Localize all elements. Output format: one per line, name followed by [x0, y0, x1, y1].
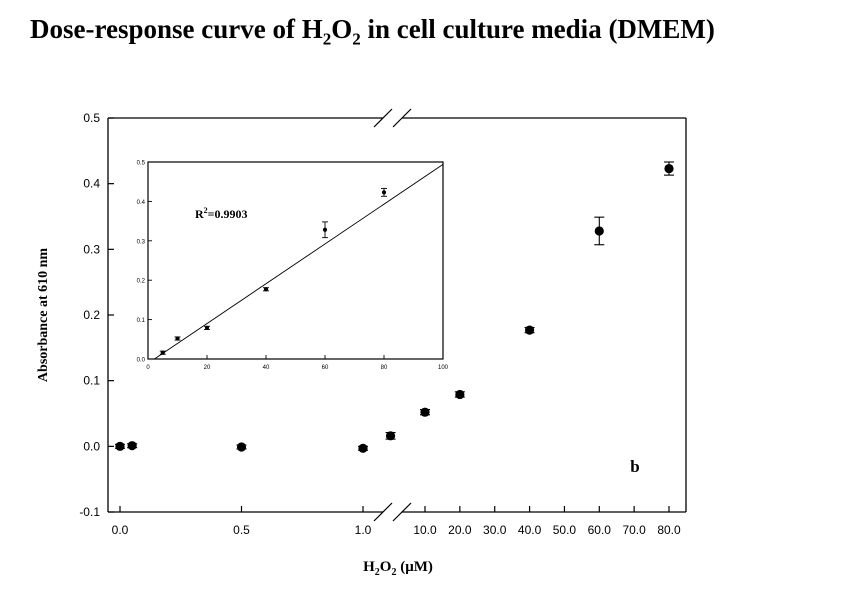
inset-y-tick-label: 0.2 [137, 279, 146, 285]
inset-data-point [263, 287, 269, 292]
inset-y-tick-label: 0.5 [137, 161, 146, 167]
x-axis-label: H2O2 (μM) [363, 559, 433, 578]
y-axis-label: Absorbance at 610 nm [36, 248, 51, 383]
inset-fit-line [154, 163, 444, 360]
axis-break-bottom [373, 502, 412, 522]
inset-axes: 0.0 0.1 0.2 0.3 0.4 0.5 0 20 40 60 80 100 [137, 161, 449, 372]
data-point [127, 441, 137, 451]
inset-data-point [204, 325, 210, 330]
panel-label: b [630, 457, 639, 476]
x-tick-label: 30.0 [483, 523, 507, 537]
data-point [594, 226, 604, 236]
x-tick-label: 1.0 [355, 523, 372, 537]
data-point [115, 441, 125, 451]
data-point [524, 325, 535, 335]
x-tick-label: 70.0 [622, 523, 646, 537]
inset-x-tick-label: 40 [263, 365, 270, 371]
inset-x-tick-label: 60 [322, 365, 329, 371]
inset-y-tick-label: 0.3 [137, 239, 146, 245]
data-point [420, 407, 430, 417]
y-tick-label: 0.5 [83, 111, 100, 125]
inset-x-tick-label: 80 [381, 365, 388, 371]
inset-plot-frame [147, 161, 444, 360]
y-tick-label: 0.3 [83, 242, 100, 256]
x-tick-label: 50.0 [553, 523, 577, 537]
y-tick-label: 0.4 [83, 177, 100, 191]
data-point [236, 442, 247, 452]
x-tick-label: 80.0 [657, 523, 681, 537]
inset-y-tick-label: 0.0 [137, 358, 146, 364]
inset-x-tick-label: 0 [146, 365, 150, 371]
y-tick-label: 0.2 [83, 308, 100, 322]
data-point [358, 443, 368, 453]
main-x-axis: 0.0 0.5 1.0 10.0 20.0 30.0 40.0 50.0 60.0 70.0 80.… [112, 506, 681, 537]
y-tick-label: -0.1 [79, 505, 100, 519]
data-point [664, 163, 674, 174]
axis-break-top [373, 108, 412, 128]
inset-data-point [175, 336, 180, 341]
data-point [385, 431, 396, 441]
inset-x-tick-label: 100 [438, 365, 449, 371]
inset-data-series [159, 187, 387, 355]
inset-x-tick-label: 20 [204, 365, 211, 371]
main-y-axis: -0.1 0.0 0.1 0.2 0.3 0.4 0.5 [79, 111, 114, 519]
inset-r-squared: R2=0.9903 [195, 206, 248, 221]
y-tick-label: 0.0 [83, 439, 100, 453]
data-point [455, 389, 465, 400]
x-tick-label: 20.0 [448, 523, 472, 537]
x-tick-label: 60.0 [588, 523, 612, 537]
inset-y-tick-label: 0.1 [137, 318, 146, 324]
y-tick-label: 0.1 [83, 374, 100, 388]
inset-y-tick-label: 0.4 [137, 200, 146, 206]
x-tick-label: 40.0 [518, 523, 542, 537]
x-tick-label: 10.0 [413, 523, 437, 537]
x-tick-label: 0.0 [112, 523, 129, 537]
inset-data-point [322, 227, 328, 232]
x-tick-label: 0.5 [233, 523, 250, 537]
inset-data-point [160, 350, 165, 355]
main-data-series [115, 161, 674, 453]
figure-title: Dose-response curve of H2O2 in cell cult… [30, 14, 715, 49]
inset-data-point [381, 190, 387, 195]
